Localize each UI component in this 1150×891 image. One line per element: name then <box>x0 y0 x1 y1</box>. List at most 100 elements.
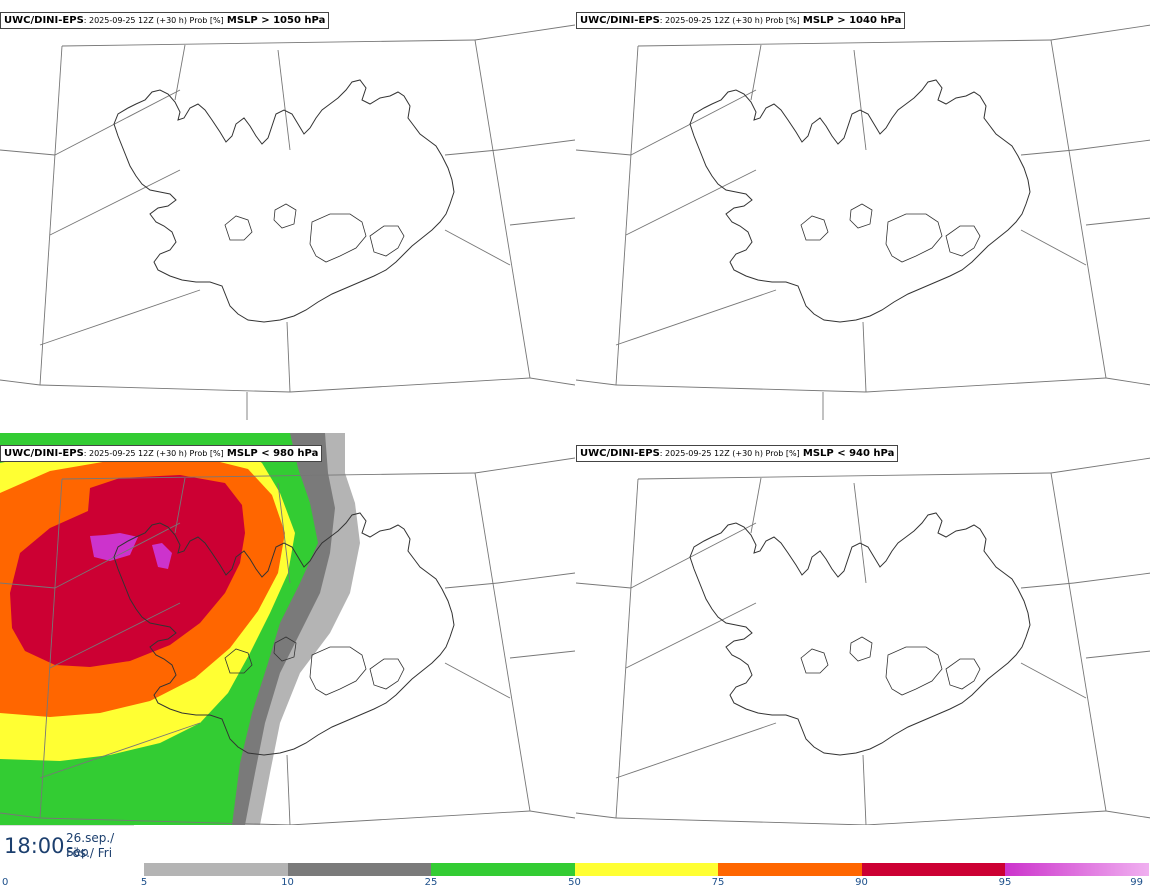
grid-lines <box>0 457 575 825</box>
grid-line <box>615 478 639 819</box>
glacier-outline <box>273 636 297 662</box>
grid-line <box>289 377 531 393</box>
iceland-coastline <box>113 512 455 756</box>
iceland-coastline <box>689 512 1031 756</box>
grid-line <box>0 149 56 156</box>
colorbar-tick-label: 0 <box>2 877 9 888</box>
grid-line <box>0 379 41 386</box>
glacier-outline <box>369 225 405 257</box>
map-panel-mslp-lt-940: UWC/DINI-EPS: 2025-09-25 12Z (+30 h) Pro… <box>576 433 1150 825</box>
grid-line <box>750 477 762 534</box>
colorbar-segment <box>144 863 288 876</box>
map-canvas <box>0 433 575 825</box>
grid-line <box>277 482 291 584</box>
grid-line <box>49 169 181 236</box>
grid-line <box>474 39 531 379</box>
colorbar-tick-label: 75 <box>711 877 725 888</box>
grid-line <box>286 754 291 825</box>
grid-line <box>862 321 867 393</box>
probability-area-5 <box>10 475 245 667</box>
grid-line <box>865 377 1107 393</box>
grid-line <box>853 482 867 584</box>
grid-line <box>1050 457 1150 474</box>
glacier-outline <box>273 203 297 229</box>
grid-line <box>637 39 1052 47</box>
grid-line <box>615 384 867 393</box>
grid-line <box>1085 217 1150 226</box>
grid-line <box>615 45 639 386</box>
grid-line <box>576 149 632 156</box>
glacier-outline <box>369 658 405 690</box>
grid-line <box>444 582 499 589</box>
colorbar-segment <box>861 863 1005 876</box>
grid-line <box>39 384 291 393</box>
grid-line <box>630 89 757 156</box>
grid-line <box>497 572 575 584</box>
glacier-outline <box>800 215 829 241</box>
grid-line <box>637 472 1052 480</box>
grid-line <box>474 472 531 812</box>
grid-lines <box>0 24 575 420</box>
grid-line <box>862 754 867 825</box>
panel-title: UWC/DINI-EPS: 2025-09-25 12Z (+30 h) Pro… <box>0 445 323 462</box>
grid-line <box>174 477 186 534</box>
grid-line <box>39 289 201 346</box>
panel-title: UWC/DINI-EPS: 2025-09-25 12Z (+30 h) Pro… <box>0 12 330 29</box>
grid-line <box>615 722 777 779</box>
grid-line <box>54 522 181 589</box>
grid-line <box>615 817 867 825</box>
map-panel-mslp-lt-980: UWC/DINI-EPS: 2025-09-25 12Z (+30 h) Pro… <box>0 433 575 825</box>
colorbar-tick-label: 99 <box>1130 877 1143 888</box>
grid-line <box>39 45 63 386</box>
grid-line <box>750 44 762 101</box>
grid-line <box>61 472 476 480</box>
colorbar-segment <box>431 863 575 876</box>
grid-line <box>474 457 575 474</box>
grid-line <box>509 650 575 659</box>
colorbar-segment <box>718 863 862 876</box>
grid-line <box>1050 24 1150 41</box>
map-canvas <box>576 457 1150 825</box>
valid-time-box: 18:00 26.sep./ Sep Fös./ Fri <box>0 825 134 864</box>
map-panel-mslp-gt-1050: UWC/DINI-EPS: 2025-09-25 12Z (+30 h) Pro… <box>0 0 575 433</box>
grid-line <box>576 582 632 589</box>
glacier-outline <box>945 225 981 257</box>
grid-lines <box>576 24 1150 420</box>
glacier-outline <box>309 213 367 263</box>
colorbar-tick-label: 95 <box>998 877 1012 888</box>
glacier-outline <box>224 648 253 674</box>
map-canvas <box>576 24 1150 420</box>
grid-line <box>277 49 291 151</box>
glacier-outline <box>849 636 873 662</box>
grid-line <box>0 812 41 819</box>
grid-line <box>1020 582 1075 589</box>
grid-line <box>39 817 291 825</box>
colorbar-segment <box>287 863 431 876</box>
grid-line <box>853 49 867 151</box>
grid-line <box>444 149 499 156</box>
grid-line <box>1020 229 1087 266</box>
grid-line <box>625 169 757 236</box>
colorbar-tick-label: 5 <box>140 877 148 888</box>
grid-line <box>286 321 291 393</box>
colorbar-tick-label: 50 <box>568 877 581 888</box>
panel-title: UWC/DINI-EPS: 2025-09-25 12Z (+30 h) Pro… <box>576 445 899 462</box>
grid-line <box>444 229 511 266</box>
glacier-outline <box>309 646 367 696</box>
probability-area-7 <box>152 543 172 569</box>
probability-area-6 <box>90 533 138 561</box>
grid-line <box>61 39 476 47</box>
grid-line <box>1050 39 1107 379</box>
grid-line <box>1050 472 1107 812</box>
valid-weekday: Fös./ Fri <box>66 846 113 860</box>
grid-line <box>509 217 575 226</box>
glacier-outline <box>224 215 253 241</box>
colorbar-tick-label: 25 <box>424 877 438 888</box>
glacier-outline <box>800 648 829 674</box>
grid-line <box>1073 139 1150 151</box>
iceland-coastline <box>689 79 1031 323</box>
grid-line <box>865 810 1107 825</box>
colorbar-segment <box>1005 863 1149 876</box>
map-canvas <box>0 24 575 420</box>
grid-line <box>0 582 56 589</box>
